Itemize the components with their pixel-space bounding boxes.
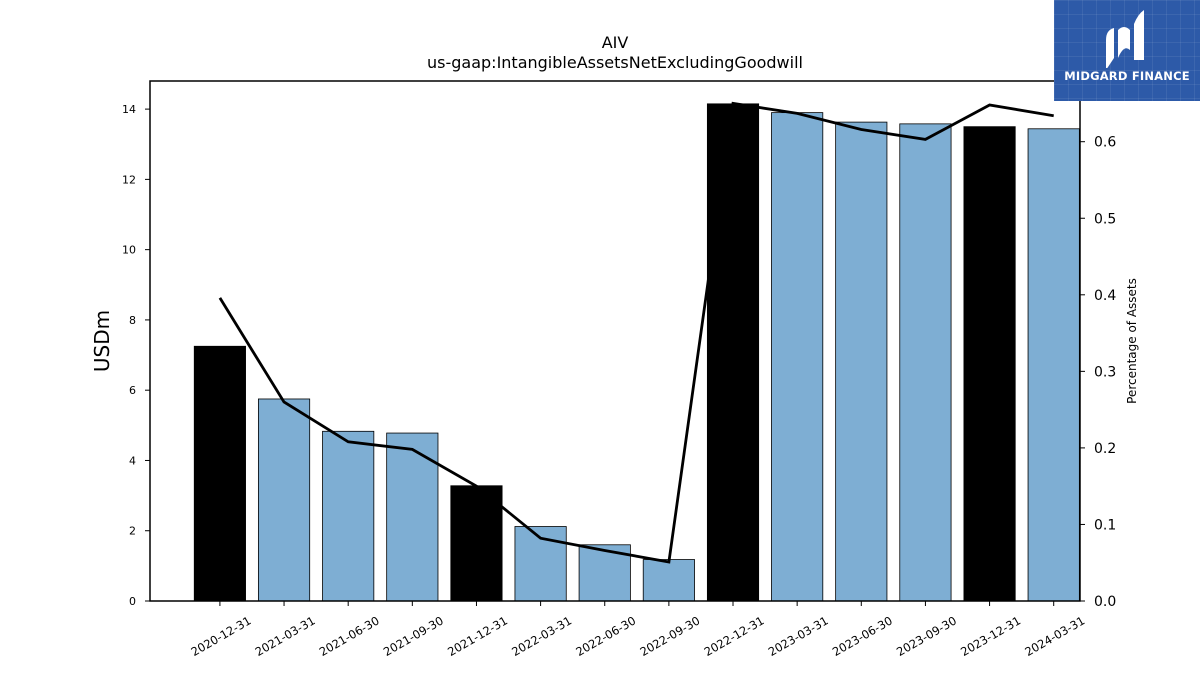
y2-tick-label: 0.2 (1094, 441, 1116, 457)
right-axis-ticks: 0.0 0.1 0.2 0.3 0.4 0.5 0.6 (1080, 135, 1116, 610)
brand-name: MIDGARD FINANCE (1064, 69, 1190, 83)
bar-2021-12-31 (450, 485, 503, 602)
x-tick-label: 2021-06-30 (317, 613, 382, 659)
y-tick-label: 10 (122, 244, 136, 257)
x-tick-label: 2020-12-31 (189, 613, 254, 659)
y2-tick-label: 0.4 (1094, 288, 1116, 304)
x-tick-label: 2023-03-31 (766, 613, 831, 659)
x-tick-label: 2021-12-31 (445, 613, 510, 659)
bar-2022-12-31 (706, 103, 760, 602)
x-axis-ticks: 2020-12-31 2021-03-31 2021-06-30 2021-09-30… (189, 601, 1087, 659)
y-tick-label: 4 (129, 454, 136, 467)
line-group (218, 101, 1054, 564)
x-tick-label: 2023-09-30 (894, 613, 959, 659)
y-axis-label: USDm (90, 310, 114, 372)
bar-2023-09-30 (899, 123, 952, 602)
y-tick-label: 0 (129, 595, 136, 608)
left-axis-ticks: 0 2 4 6 8 10 12 14 (122, 103, 150, 608)
brand-logo: MIDGARD FINANCE (1054, 0, 1200, 101)
y-tick-label: 8 (129, 314, 136, 327)
y2-tick-label: 0.6 (1094, 135, 1116, 151)
bar-2023-12-31 (963, 126, 1016, 602)
y2-tick-label: 0.3 (1094, 364, 1116, 380)
bar-2021-03-31 (257, 398, 311, 602)
x-tick-label: 2022-06-30 (573, 613, 638, 659)
bar-group (193, 103, 1080, 602)
y-tick-label: 12 (122, 173, 136, 186)
bar-2021-06-30 (322, 430, 375, 602)
y-tick-label: 14 (122, 103, 136, 116)
chart-title: AIV (602, 33, 629, 52)
y-tick-label: 2 (129, 525, 136, 538)
y-tick-label: 6 (129, 384, 136, 397)
bar-2020-12-31 (193, 345, 246, 602)
y2-axis-label: Percentage of Assets (1125, 278, 1139, 404)
x-tick-label: 2022-09-30 (637, 613, 702, 659)
x-tick-label: 2023-12-31 (958, 613, 1023, 659)
x-tick-label: 2024-03-31 (1022, 613, 1087, 659)
x-tick-label: 2021-03-31 (253, 613, 318, 659)
x-tick-label: 2022-12-31 (702, 613, 767, 659)
x-tick-label: 2023-06-30 (830, 613, 895, 659)
bar-2023-03-31 (771, 112, 824, 602)
assets-percentage-line (218, 101, 1054, 564)
x-tick-label: 2022-03-31 (509, 613, 574, 659)
chart-subtitle: us-gaap:IntangibleAssetsNetExcludingGood… (427, 53, 803, 72)
x-tick-label: 2021-09-30 (381, 613, 446, 659)
bar-2024-03-31 (1027, 128, 1080, 602)
bar-2023-06-30 (835, 121, 888, 602)
y2-tick-label: 0.1 (1094, 517, 1116, 533)
bar-2021-09-30 (386, 432, 439, 602)
y2-tick-label: 0.5 (1094, 211, 1116, 227)
bar-2022-09-30 (642, 559, 695, 602)
midgard-m-icon (1106, 10, 1144, 68)
y2-tick-label: 0.0 (1094, 594, 1116, 610)
plot-frame (149, 80, 1081, 602)
